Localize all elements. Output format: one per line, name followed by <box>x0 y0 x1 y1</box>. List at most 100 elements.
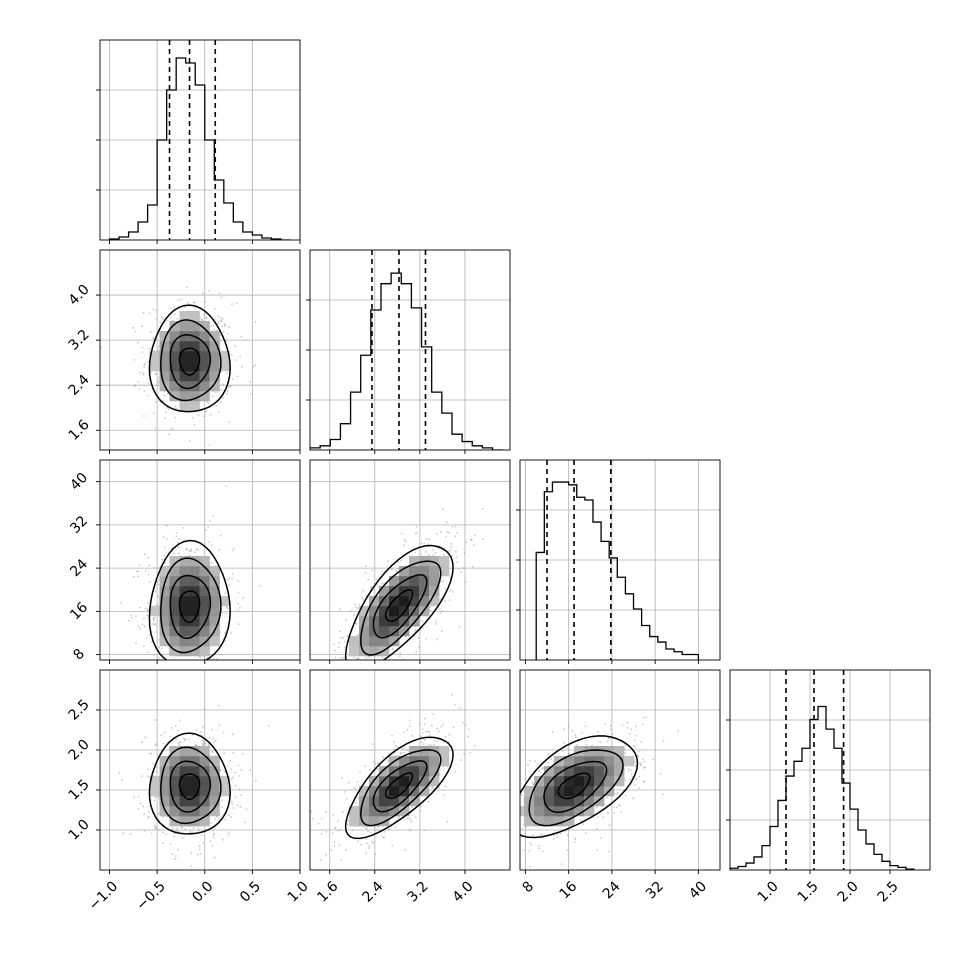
density-cell <box>574 776 585 787</box>
x-tick-label-p1: 1.6 <box>314 878 341 905</box>
scatter-point <box>376 584 379 587</box>
scatter-point <box>355 622 358 625</box>
scatter-point <box>520 794 523 797</box>
scatter-point <box>627 767 630 770</box>
scatter-point <box>225 392 228 395</box>
scatter-point <box>201 834 204 837</box>
scatter-point <box>142 311 145 314</box>
histogram-panel-p3 <box>726 669 931 874</box>
scatter-point <box>451 525 454 528</box>
density-cell <box>189 746 200 757</box>
density-cell <box>169 615 180 627</box>
scatter-point <box>419 810 422 812</box>
scatter-point <box>208 443 211 446</box>
scatter-point <box>644 766 647 768</box>
density-cell <box>594 796 605 807</box>
scatter-point <box>416 531 419 534</box>
scatter-point <box>425 637 428 640</box>
density-cell <box>554 776 565 787</box>
scatter-point <box>190 548 193 551</box>
scatter-point <box>242 597 245 600</box>
density-cell <box>199 555 210 567</box>
scatter-point <box>144 607 147 610</box>
scatter-point <box>446 820 449 823</box>
scatter-point <box>224 612 227 615</box>
contour-level-3 <box>148 732 231 835</box>
scatter-point <box>225 606 228 609</box>
scatter-point <box>138 627 141 630</box>
scatter-point <box>428 734 431 736</box>
scatter-point <box>360 674 362 676</box>
scatter-point <box>228 325 230 328</box>
density-cell <box>564 786 575 797</box>
scatter-point <box>193 307 196 309</box>
scatter-point <box>159 321 162 323</box>
scatter-point <box>341 810 344 813</box>
density-cell <box>439 756 450 767</box>
scatter-point <box>175 535 178 538</box>
contour-level-2 <box>360 749 442 827</box>
contour-level-0 <box>178 590 201 624</box>
scatter-point <box>474 745 476 747</box>
density-cell <box>169 390 180 402</box>
scatter-point <box>228 421 230 424</box>
scatter-point <box>576 744 578 747</box>
scatter-point <box>184 828 187 831</box>
scatter-point <box>210 544 213 547</box>
y-tick-label-p1: 3.2 <box>66 327 93 354</box>
scatter-point <box>147 817 150 819</box>
density-cell <box>209 360 220 372</box>
scatter-point <box>164 417 167 420</box>
scatter-point <box>356 840 359 843</box>
scatter-point <box>339 630 342 633</box>
scatter-point <box>221 612 223 614</box>
scatter-point <box>393 740 396 743</box>
scatter-point <box>387 560 389 562</box>
density-cell <box>179 400 190 412</box>
scatter-point <box>450 874 452 876</box>
scatter-point <box>231 549 234 551</box>
scatter-point <box>376 578 378 581</box>
density-cell <box>179 766 190 777</box>
density-cell <box>564 766 575 777</box>
scatter-point <box>602 816 604 819</box>
scatter-point <box>150 680 152 682</box>
scatter-points <box>100 286 257 446</box>
scatter-point <box>185 286 188 288</box>
scatter-point <box>267 724 270 727</box>
density-cell <box>159 565 170 577</box>
scatter-point <box>387 752 390 755</box>
scatter-point <box>347 689 349 691</box>
scatter-point <box>212 737 214 740</box>
scatter-point <box>391 734 393 737</box>
scatter-point <box>338 844 341 847</box>
scatter-point <box>415 629 417 632</box>
scatter-point <box>198 655 201 658</box>
scatter-point <box>141 623 144 626</box>
scatter-point <box>394 826 396 829</box>
scatter-point <box>433 739 436 742</box>
density-cell <box>199 776 210 787</box>
density-cell <box>389 635 400 647</box>
scatter-point <box>211 844 214 847</box>
density-cell <box>199 575 210 587</box>
scatter-point <box>237 764 240 767</box>
scatter-point <box>153 618 155 621</box>
scatter-point <box>213 741 216 744</box>
scatter-point <box>364 571 367 574</box>
density-cell <box>574 806 585 817</box>
scatter-point <box>608 850 610 853</box>
scatter-point <box>415 525 418 528</box>
scatter-point <box>521 827 524 830</box>
scatter-point <box>208 289 211 292</box>
scatter-point <box>177 299 180 301</box>
scatter-point <box>186 667 188 669</box>
scatter-point <box>430 724 433 727</box>
scatter-point <box>170 427 173 430</box>
scatter-point <box>339 608 342 610</box>
density-cell <box>159 330 170 342</box>
scatter-point <box>596 816 599 818</box>
scatter-point <box>391 648 393 651</box>
scatter-point <box>514 795 516 797</box>
scatter-point <box>139 606 141 609</box>
